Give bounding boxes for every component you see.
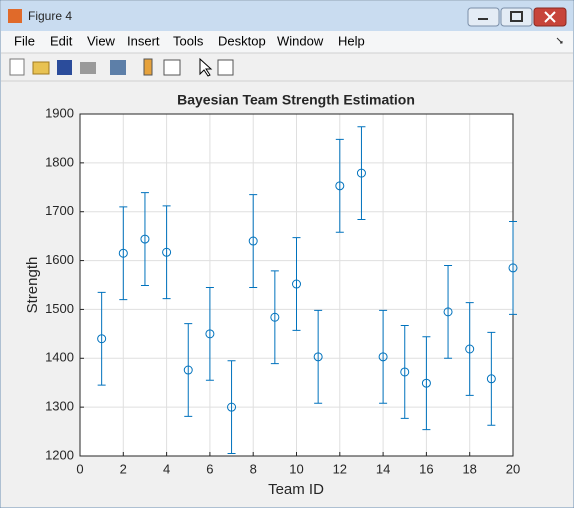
data-point — [356, 168, 366, 178]
maximize-button[interactable] — [500, 7, 533, 27]
x-tick-label: 4 — [163, 461, 170, 476]
menu-item[interactable]: Tools — [173, 33, 204, 48]
data-point — [335, 181, 345, 191]
error-bar — [379, 309, 388, 404]
x-tick-label: 2 — [120, 461, 127, 476]
x-tick-label: 8 — [250, 461, 257, 476]
close-icon — [544, 11, 556, 23]
y-tick-label: 1300 — [45, 399, 74, 414]
y-axis-label: Strength — [24, 257, 41, 314]
data-point — [465, 344, 475, 354]
error-bar — [184, 323, 193, 417]
menu-item[interactable]: Desktop — [218, 33, 266, 48]
app-icon — [8, 9, 22, 23]
minimize-button[interactable] — [467, 7, 500, 27]
print-button[interactable] — [80, 62, 96, 74]
link-button[interactable] — [110, 60, 126, 75]
error-bar — [314, 309, 323, 404]
error-bar — [444, 264, 453, 359]
data-point — [313, 352, 323, 362]
y-tick-label: 1900 — [45, 105, 74, 120]
error-bar — [335, 138, 344, 233]
data-point — [97, 334, 107, 344]
data-point — [378, 352, 388, 362]
property-button[interactable] — [217, 59, 234, 76]
open-button[interactable] — [32, 61, 50, 75]
error-bar — [97, 291, 106, 386]
y-tick-label: 1200 — [45, 447, 74, 462]
error-bar — [249, 194, 258, 288]
x-tick-label: 10 — [289, 461, 303, 476]
error-bar — [400, 325, 409, 419]
error-bar — [465, 302, 474, 396]
x-tick-label: 12 — [333, 461, 347, 476]
y-tick-label: 1800 — [45, 154, 74, 169]
minimize-icon — [478, 18, 488, 20]
error-bar — [140, 192, 149, 286]
y-tick-label: 1700 — [45, 203, 74, 218]
menu-item[interactable]: Insert — [127, 33, 160, 48]
error-bar — [227, 360, 236, 455]
window-title: Figure 4 — [28, 9, 72, 23]
error-bar — [292, 237, 301, 331]
data-point — [443, 307, 453, 317]
y-tick-label: 1600 — [45, 252, 74, 267]
data-point — [248, 236, 258, 246]
chart-title: Bayesian Team Strength Estimation — [177, 92, 415, 108]
x-tick-label: 20 — [506, 461, 520, 476]
data-point — [118, 248, 128, 258]
error-bar — [509, 220, 517, 315]
error-bar — [270, 270, 279, 365]
menu-item[interactable]: View — [87, 33, 116, 48]
toolbar — [9, 57, 234, 77]
error-bar — [205, 286, 214, 381]
y-tick-label: 1400 — [45, 350, 74, 365]
error-bar — [357, 126, 366, 221]
legend-button[interactable] — [163, 59, 181, 76]
menu-item[interactable]: File — [14, 33, 35, 48]
x-tick-label: 6 — [206, 461, 213, 476]
data-point — [292, 279, 301, 289]
x-tick-label: 16 — [419, 461, 433, 476]
menu-bar — [1, 31, 573, 53]
data-point — [227, 402, 237, 412]
x-tick-label: 18 — [462, 461, 476, 476]
data-point — [270, 312, 280, 322]
data-point — [183, 365, 193, 375]
x-tick-label: 0 — [76, 461, 83, 476]
data-point — [162, 247, 172, 257]
data-point — [421, 378, 431, 388]
menu-item[interactable]: Help — [338, 33, 365, 48]
data-point — [508, 263, 518, 273]
maximize-icon — [510, 11, 523, 22]
error-bar — [487, 331, 496, 426]
data-point — [205, 329, 215, 339]
menu-item[interactable]: Edit — [50, 33, 73, 48]
y-tick-label: 1500 — [45, 301, 74, 316]
data-point — [400, 367, 410, 377]
colorbar-button[interactable] — [143, 58, 153, 76]
pointer-button[interactable] — [199, 57, 213, 77]
data-point — [140, 234, 150, 244]
data-point — [486, 374, 496, 384]
error-bar — [162, 205, 171, 300]
dock-arrow[interactable] — [556, 37, 563, 44]
error-bar — [119, 206, 128, 301]
x-axis-label: Team ID — [268, 481, 324, 498]
menu-item[interactable]: Window — [277, 33, 324, 48]
new-button[interactable] — [9, 58, 25, 76]
x-tick-label: 14 — [376, 461, 390, 476]
error-bar — [422, 336, 431, 431]
save-button[interactable] — [57, 60, 72, 75]
